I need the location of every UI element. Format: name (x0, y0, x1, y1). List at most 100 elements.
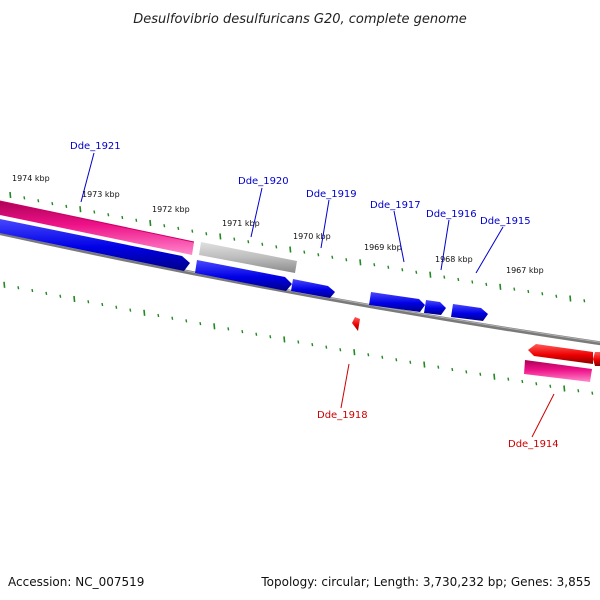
minor-tick (107, 213, 110, 217)
minor-tick (31, 288, 34, 293)
major-tick (499, 283, 502, 290)
minor-tick (513, 287, 516, 291)
minor-tick (177, 226, 180, 231)
upper-scale-ticks (9, 191, 586, 303)
minor-tick (199, 321, 202, 326)
minor-tick (205, 232, 208, 236)
minor-tick (23, 196, 26, 200)
gene-label-dde-1915[interactable]: Dde_1915 (480, 216, 531, 227)
minor-tick (535, 382, 538, 386)
minor-tick (93, 210, 96, 214)
major-tick (493, 373, 496, 380)
major-tick (423, 361, 426, 368)
minor-tick (577, 389, 580, 393)
minor-tick (311, 342, 314, 347)
accession-text: Accession: NC_007519 (8, 575, 144, 589)
minor-tick (303, 250, 306, 254)
scale-label-1969: 1969 kbp (364, 243, 402, 252)
minor-tick (387, 265, 390, 269)
gene-label-dde-1918[interactable]: Dde_1918 (317, 410, 368, 421)
minor-tick (37, 199, 40, 203)
minor-tick (451, 367, 454, 372)
gene-dde-1921-arrow[interactable] (0, 218, 190, 271)
scale-labels: 1974 kbp 1973 kbp 1972 kbp 1971 kbp 1970… (12, 174, 544, 275)
major-tick (353, 349, 356, 356)
minor-tick (241, 329, 244, 334)
minor-tick (367, 353, 370, 357)
minor-tick (325, 345, 328, 349)
gene-red-right-arrow[interactable] (528, 344, 600, 366)
minor-tick (129, 308, 132, 312)
minor-tick (269, 335, 272, 339)
gene-pink-upper[interactable] (0, 200, 195, 255)
minor-tick (549, 384, 552, 388)
minor-tick (163, 224, 166, 228)
gene-callout-lines (80, 152, 555, 438)
major-tick (429, 271, 432, 278)
minor-tick (465, 370, 468, 374)
scale-label-1967: 1967 kbp (506, 266, 544, 275)
major-tick (569, 295, 572, 302)
major-tick (3, 281, 6, 288)
major-tick (79, 206, 82, 213)
minor-tick (261, 242, 264, 246)
minor-tick (101, 302, 104, 307)
gene-label-dde-1919[interactable]: Dde_1919 (306, 189, 357, 200)
scale-label-1974: 1974 kbp (12, 174, 50, 183)
gene-dde-1915-arrow[interactable] (451, 304, 488, 321)
minor-tick (331, 255, 334, 259)
minor-tick (583, 299, 586, 303)
minor-tick (339, 348, 342, 352)
minor-tick (51, 201, 54, 206)
major-tick (563, 385, 566, 392)
gene-labels: Dde_1921 Dde_1920 Dde_1919 Dde_1917 Dde_… (70, 141, 559, 450)
minor-tick (115, 305, 118, 309)
minor-tick (521, 379, 524, 384)
scale-label-1972: 1972 kbp (152, 205, 190, 214)
minor-tick (345, 258, 348, 262)
minor-tick (233, 237, 236, 241)
map-title: Desulfovibrio desulfuricans G20, complet… (133, 12, 467, 27)
major-tick (289, 246, 292, 253)
gene-dde-1919-arrow[interactable] (291, 279, 335, 298)
gene-label-dde-1914[interactable]: Dde_1914 (508, 439, 559, 450)
minor-tick (527, 289, 530, 294)
minor-tick (437, 365, 440, 369)
minor-tick (247, 240, 250, 244)
gene-dde-1918-arrow[interactable] (352, 317, 360, 331)
minor-tick (507, 377, 510, 381)
minor-tick (135, 218, 138, 222)
gene-label-dde-1921[interactable]: Dde_1921 (70, 141, 121, 152)
minor-tick (479, 372, 482, 376)
major-tick (213, 323, 216, 330)
gene-dde-1917-arrow[interactable] (369, 292, 425, 312)
minor-tick (541, 292, 544, 296)
gene-gray[interactable] (199, 242, 297, 273)
gene-label-dde-1916[interactable]: Dde_1916 (426, 209, 477, 220)
minor-tick (401, 268, 404, 272)
genome-backbone (0, 231, 600, 346)
minor-tick (457, 277, 460, 282)
major-tick (9, 191, 12, 199)
minor-tick (591, 391, 594, 395)
gene-dde-1914-arrow[interactable] (524, 360, 592, 382)
minor-tick (17, 286, 20, 290)
minor-tick (87, 300, 90, 304)
minor-tick (275, 245, 278, 249)
minor-tick (45, 291, 48, 296)
minor-tick (409, 360, 412, 364)
gene-label-dde-1920[interactable]: Dde_1920 (238, 176, 289, 187)
lower-scale-ticks (3, 281, 594, 395)
gene-dde-1920-arrow[interactable] (195, 260, 292, 291)
gene-dde-1916-arrow[interactable] (424, 300, 446, 315)
minor-tick (59, 294, 62, 298)
major-tick (219, 233, 222, 240)
scale-label-1973: 1973 kbp (82, 190, 120, 199)
gene-label-dde-1917[interactable]: Dde_1917 (370, 200, 421, 211)
minor-tick (65, 204, 68, 209)
minor-tick (255, 332, 258, 336)
major-tick (359, 259, 362, 266)
minor-tick (471, 280, 474, 284)
minor-tick (227, 327, 230, 331)
